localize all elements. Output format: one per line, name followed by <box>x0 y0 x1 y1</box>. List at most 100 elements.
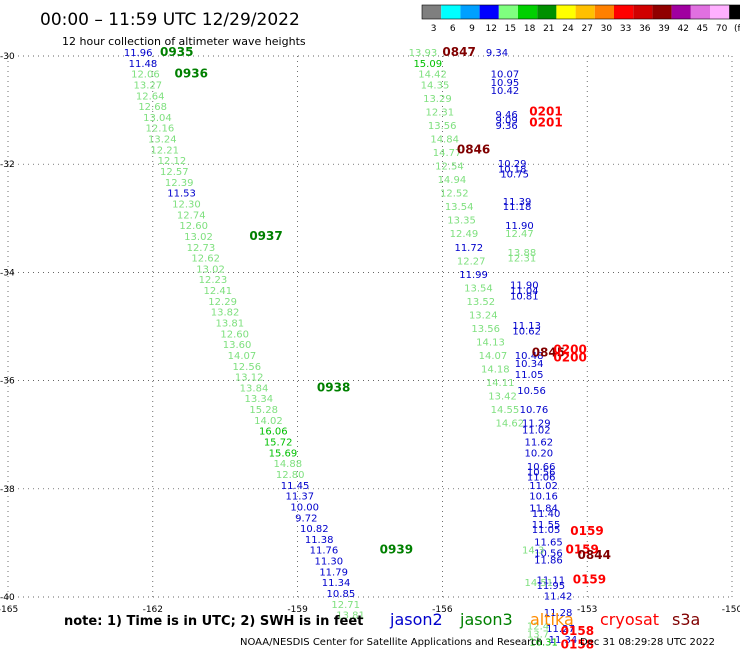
chart-title: 00:00 – 11:59 UTC 12/29/2022 <box>40 10 300 30</box>
swh-value: 11.96 <box>124 48 153 59</box>
swh-value: 11.34 <box>322 578 351 589</box>
swh-value: 12.23 <box>199 275 228 286</box>
swh-value: 14.55 <box>491 405 520 416</box>
swh-value: 12.47 <box>505 229 534 240</box>
swh-value: 12.31 <box>426 108 455 119</box>
swh-value: 10.75 <box>500 170 529 181</box>
swh-value: 14.3 <box>522 546 544 557</box>
legend-swatch <box>498 5 518 19</box>
swh-value: 9.36 <box>495 121 517 132</box>
swh-value: 14.02 <box>254 416 283 427</box>
swh-value: 11.48 <box>129 59 158 70</box>
swh-value: 9.72 <box>295 513 317 524</box>
swh-value: 12.68 <box>138 102 167 113</box>
swh-value: 15.72 <box>264 438 293 449</box>
swh-value: 12.06 <box>131 70 160 81</box>
swh-value: 12.39 <box>165 178 194 189</box>
swh-value: 11.06 <box>527 473 556 484</box>
legend-label: 70 <box>716 24 728 34</box>
chart-subtitle: 12 hour collection of altimeter wave hei… <box>62 35 306 48</box>
satellite-altika: altika <box>530 610 574 629</box>
swh-value: 15.69 <box>269 448 298 459</box>
time-label: 0159 <box>570 524 603 538</box>
swh-value: 10.29 <box>498 159 527 170</box>
x-tick-label: -165 <box>0 605 18 615</box>
y-tick-label: -32 <box>0 160 15 170</box>
swh-value: 12.30 <box>172 199 201 210</box>
swh-value: 11.02 <box>522 426 551 437</box>
swh-value: 12.16 <box>146 124 175 135</box>
swh-value: 12.49 <box>450 229 479 240</box>
swh-value: 13.27 <box>133 80 162 91</box>
swh-values: 11.9611.4812.0613.2712.6412.6813.0412.16… <box>124 48 577 649</box>
legend-swatch <box>518 5 538 19</box>
legend-swatch <box>594 5 614 19</box>
swh-value: 11.62 <box>524 438 553 449</box>
time-label: 0159 <box>565 543 598 557</box>
time-label: 0847 <box>442 45 475 59</box>
time-label: 0938 <box>317 380 350 394</box>
swh-value: 13.42 <box>488 392 517 403</box>
legend-swatch <box>671 5 691 19</box>
legend-label: 39 <box>658 24 670 34</box>
swh-value: 10.85 <box>327 589 356 600</box>
swh-value: 10.48 <box>515 351 544 362</box>
legend-swatch <box>537 5 557 19</box>
swh-value: 11.37 <box>286 492 315 503</box>
swh-value: 12.71 <box>331 600 360 611</box>
swh-value: 13.24 <box>148 135 177 146</box>
swh-value: 11.05 <box>515 370 544 381</box>
swh-value: 14.18 <box>481 364 510 375</box>
y-tick-label: -34 <box>0 268 15 278</box>
swh-value: 13.88 <box>508 248 537 259</box>
satellite-s3a: s3a <box>672 610 700 629</box>
y-tick-label: -36 <box>0 377 15 387</box>
swh-value: 13.34 <box>245 394 274 405</box>
swh-value: 11.95 <box>537 581 566 592</box>
swh-value: 14.11 <box>486 378 515 389</box>
satellite-cryosat: cryosat <box>600 610 659 629</box>
swh-value: 13.54 <box>445 202 474 213</box>
swh-value: 11.13 <box>512 321 541 332</box>
legend-label: 6 <box>450 24 456 34</box>
time-label: 0935 <box>160 45 193 59</box>
swh-value: 14.84 <box>430 135 459 146</box>
y-tick-label: -40 <box>0 593 15 603</box>
swh-value: 11.79 <box>319 567 348 578</box>
legend-label: 15 <box>505 24 516 34</box>
swh-value: 11.18 <box>503 202 532 213</box>
legend-swatch <box>556 5 576 19</box>
legend-label: 21 <box>543 24 554 34</box>
legend-label: 33 <box>620 24 631 34</box>
swh-value: 12.52 <box>440 189 469 200</box>
swh-value: 13.56 <box>471 324 500 335</box>
credit-text: NOAA/NESDIS Center for Satellite Applica… <box>240 637 543 648</box>
time-label: 0158 <box>561 624 594 638</box>
swh-value: 12.21 <box>150 145 179 156</box>
swh-value: 14.42 <box>418 70 447 81</box>
swh-value: 10.16 <box>529 492 558 503</box>
swh-value: 15.09 <box>413 59 442 70</box>
time-label: 0200 <box>553 343 586 357</box>
swh-value: 13.60 <box>223 340 252 351</box>
swh-value: 13.81 <box>336 611 365 622</box>
swh-value: 10.34 <box>515 359 544 370</box>
x-tick-label: -153 <box>577 605 597 615</box>
time-label: 0936 <box>175 67 208 81</box>
swh-value: 11.28 <box>544 608 573 619</box>
satellite-jason3: jason3 <box>459 610 513 629</box>
swh-value: 9.34 <box>486 48 508 59</box>
y-tick-label: -38 <box>0 485 15 495</box>
x-tick-label: -162 <box>143 605 163 615</box>
legend-label: 24 <box>562 24 574 34</box>
time-label: 0201 <box>529 115 562 129</box>
x-tick-label: -150 <box>722 605 740 615</box>
legend-swatch <box>633 5 653 19</box>
legend-border <box>421 4 740 20</box>
swh-value: 11.40 <box>532 509 561 520</box>
swh-value: 13.24 <box>469 310 498 321</box>
swh-value: 16.06 <box>259 427 288 438</box>
swh-value: 13.04 <box>143 113 172 124</box>
legend-label: 30 <box>601 24 613 34</box>
